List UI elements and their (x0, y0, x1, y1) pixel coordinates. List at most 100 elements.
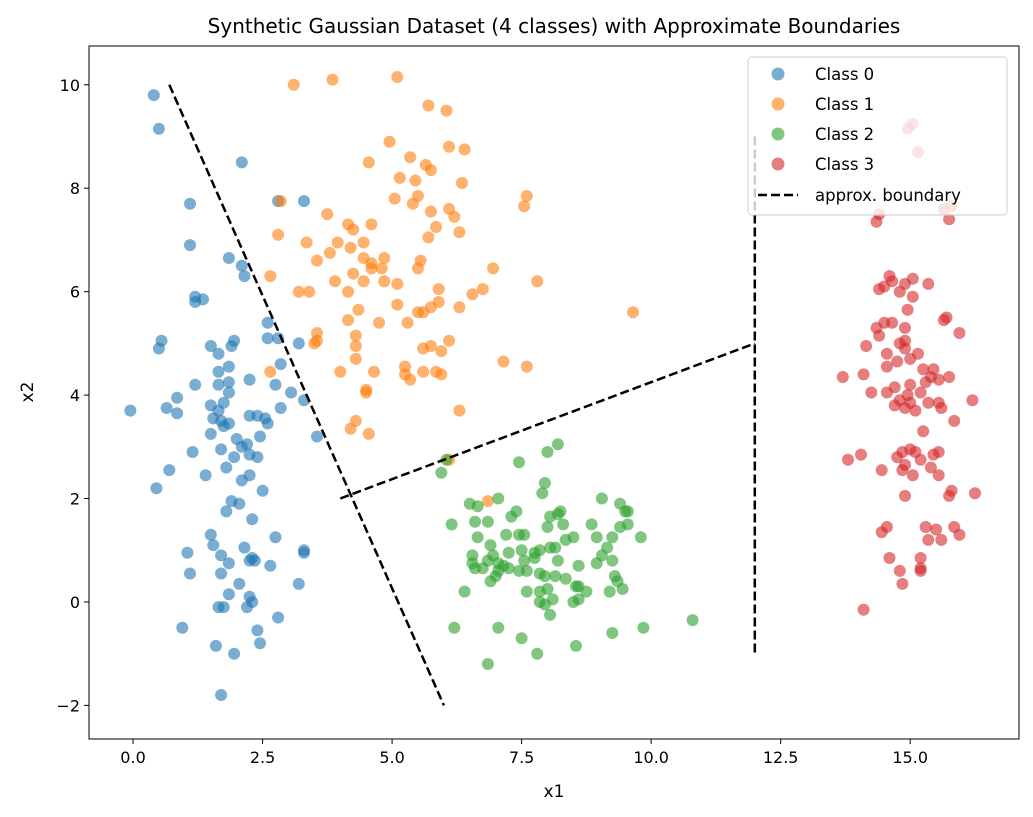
point-class-1 (518, 200, 531, 213)
point-class-2 (531, 647, 544, 660)
point-class-0 (184, 197, 196, 210)
point-class-3 (870, 215, 883, 228)
point-class-0 (272, 611, 285, 624)
point-class-0 (222, 252, 235, 264)
point-class-0 (204, 427, 217, 440)
point-class-1 (308, 337, 321, 350)
point-class-0 (152, 122, 165, 135)
point-class-0 (233, 577, 246, 590)
point-class-0 (160, 402, 173, 414)
point-class-1 (388, 192, 401, 205)
point-class-1 (323, 246, 336, 259)
point-class-0 (292, 577, 305, 590)
point-class-2 (570, 639, 582, 652)
point-class-0 (222, 417, 235, 430)
point-class-0 (298, 195, 310, 208)
point-class-3 (953, 327, 966, 339)
point-class-3 (891, 355, 904, 368)
point-class-0 (228, 451, 241, 464)
point-class-3 (930, 523, 943, 536)
point-class-0 (228, 334, 241, 347)
point-class-1 (334, 365, 347, 378)
point-class-1 (378, 275, 391, 288)
point-class-1 (443, 334, 456, 347)
point-class-1 (329, 275, 342, 288)
point-class-1 (404, 151, 417, 164)
legend-label-boundary: approx. boundary (815, 186, 961, 205)
point-class-2 (606, 627, 619, 639)
point-class-2 (572, 559, 585, 572)
point-class-2 (606, 531, 619, 544)
point-class-1 (406, 197, 419, 210)
point-class-2 (590, 531, 603, 544)
point-class-1 (349, 340, 362, 352)
point-class-1 (375, 262, 388, 275)
point-class-2 (481, 658, 494, 670)
point-class-3 (875, 464, 888, 477)
point-class-0 (241, 601, 253, 614)
x-tick-label: 15.0 (892, 748, 928, 767)
point-class-1 (352, 303, 365, 316)
point-class-0 (261, 417, 274, 430)
point-class-3 (896, 577, 909, 590)
point-class-0 (222, 588, 235, 601)
point-class-0 (238, 541, 251, 554)
point-class-2 (518, 528, 531, 541)
point-class-1 (287, 78, 300, 91)
point-class-2 (585, 518, 598, 531)
y-tick-label: 8 (70, 179, 80, 198)
point-class-1 (357, 275, 370, 288)
point-class-1 (412, 262, 424, 275)
point-class-3 (943, 371, 956, 383)
point-class-2 (544, 608, 557, 621)
point-class-0 (235, 156, 248, 169)
point-class-2 (621, 505, 634, 518)
point-class-1 (531, 275, 544, 288)
point-class-0 (215, 443, 228, 456)
point-class-2 (471, 500, 484, 513)
point-class-2 (554, 505, 567, 518)
x-tick-label: 7.5 (509, 748, 534, 767)
point-class-2 (541, 446, 554, 458)
point-class-1 (391, 71, 404, 83)
point-class-1 (422, 99, 435, 112)
point-class-1 (453, 301, 466, 314)
point-class-0 (235, 474, 248, 487)
point-class-3 (899, 402, 911, 414)
point-class-3 (893, 285, 906, 298)
point-class-1 (391, 298, 404, 311)
point-class-3 (948, 414, 961, 427)
point-class-2 (502, 562, 515, 575)
point-class-3 (914, 552, 927, 564)
point-class-3 (909, 404, 922, 417)
point-class-1 (264, 365, 277, 378)
point-class-3 (886, 275, 899, 288)
point-class-3 (927, 448, 940, 461)
point-class-1 (391, 277, 404, 290)
point-class-2 (621, 518, 634, 531)
point-class-2 (489, 570, 502, 583)
point-class-1 (424, 340, 437, 352)
point-class-3 (906, 290, 919, 303)
point-class-2 (544, 541, 557, 554)
point-class-1 (520, 360, 533, 373)
point-class-0 (207, 539, 220, 552)
point-class-3 (912, 347, 924, 360)
point-class-3 (917, 363, 930, 376)
point-class-0 (171, 391, 184, 404)
point-class-3 (906, 469, 919, 482)
point-class-1 (401, 316, 414, 329)
point-class-1 (383, 135, 396, 148)
point-class-2 (595, 492, 608, 505)
point-class-2 (492, 492, 505, 505)
point-class-0 (189, 296, 202, 308)
point-class-0 (217, 396, 230, 409)
point-class-1 (435, 345, 448, 358)
legend-label-class-2: Class 2 (815, 125, 874, 144)
point-class-2 (601, 541, 614, 554)
point-class-1 (422, 231, 435, 244)
point-class-2 (686, 614, 699, 627)
point-class-1 (412, 306, 424, 319)
point-class-2 (458, 585, 471, 598)
legend-marker-class-2 (771, 127, 785, 141)
